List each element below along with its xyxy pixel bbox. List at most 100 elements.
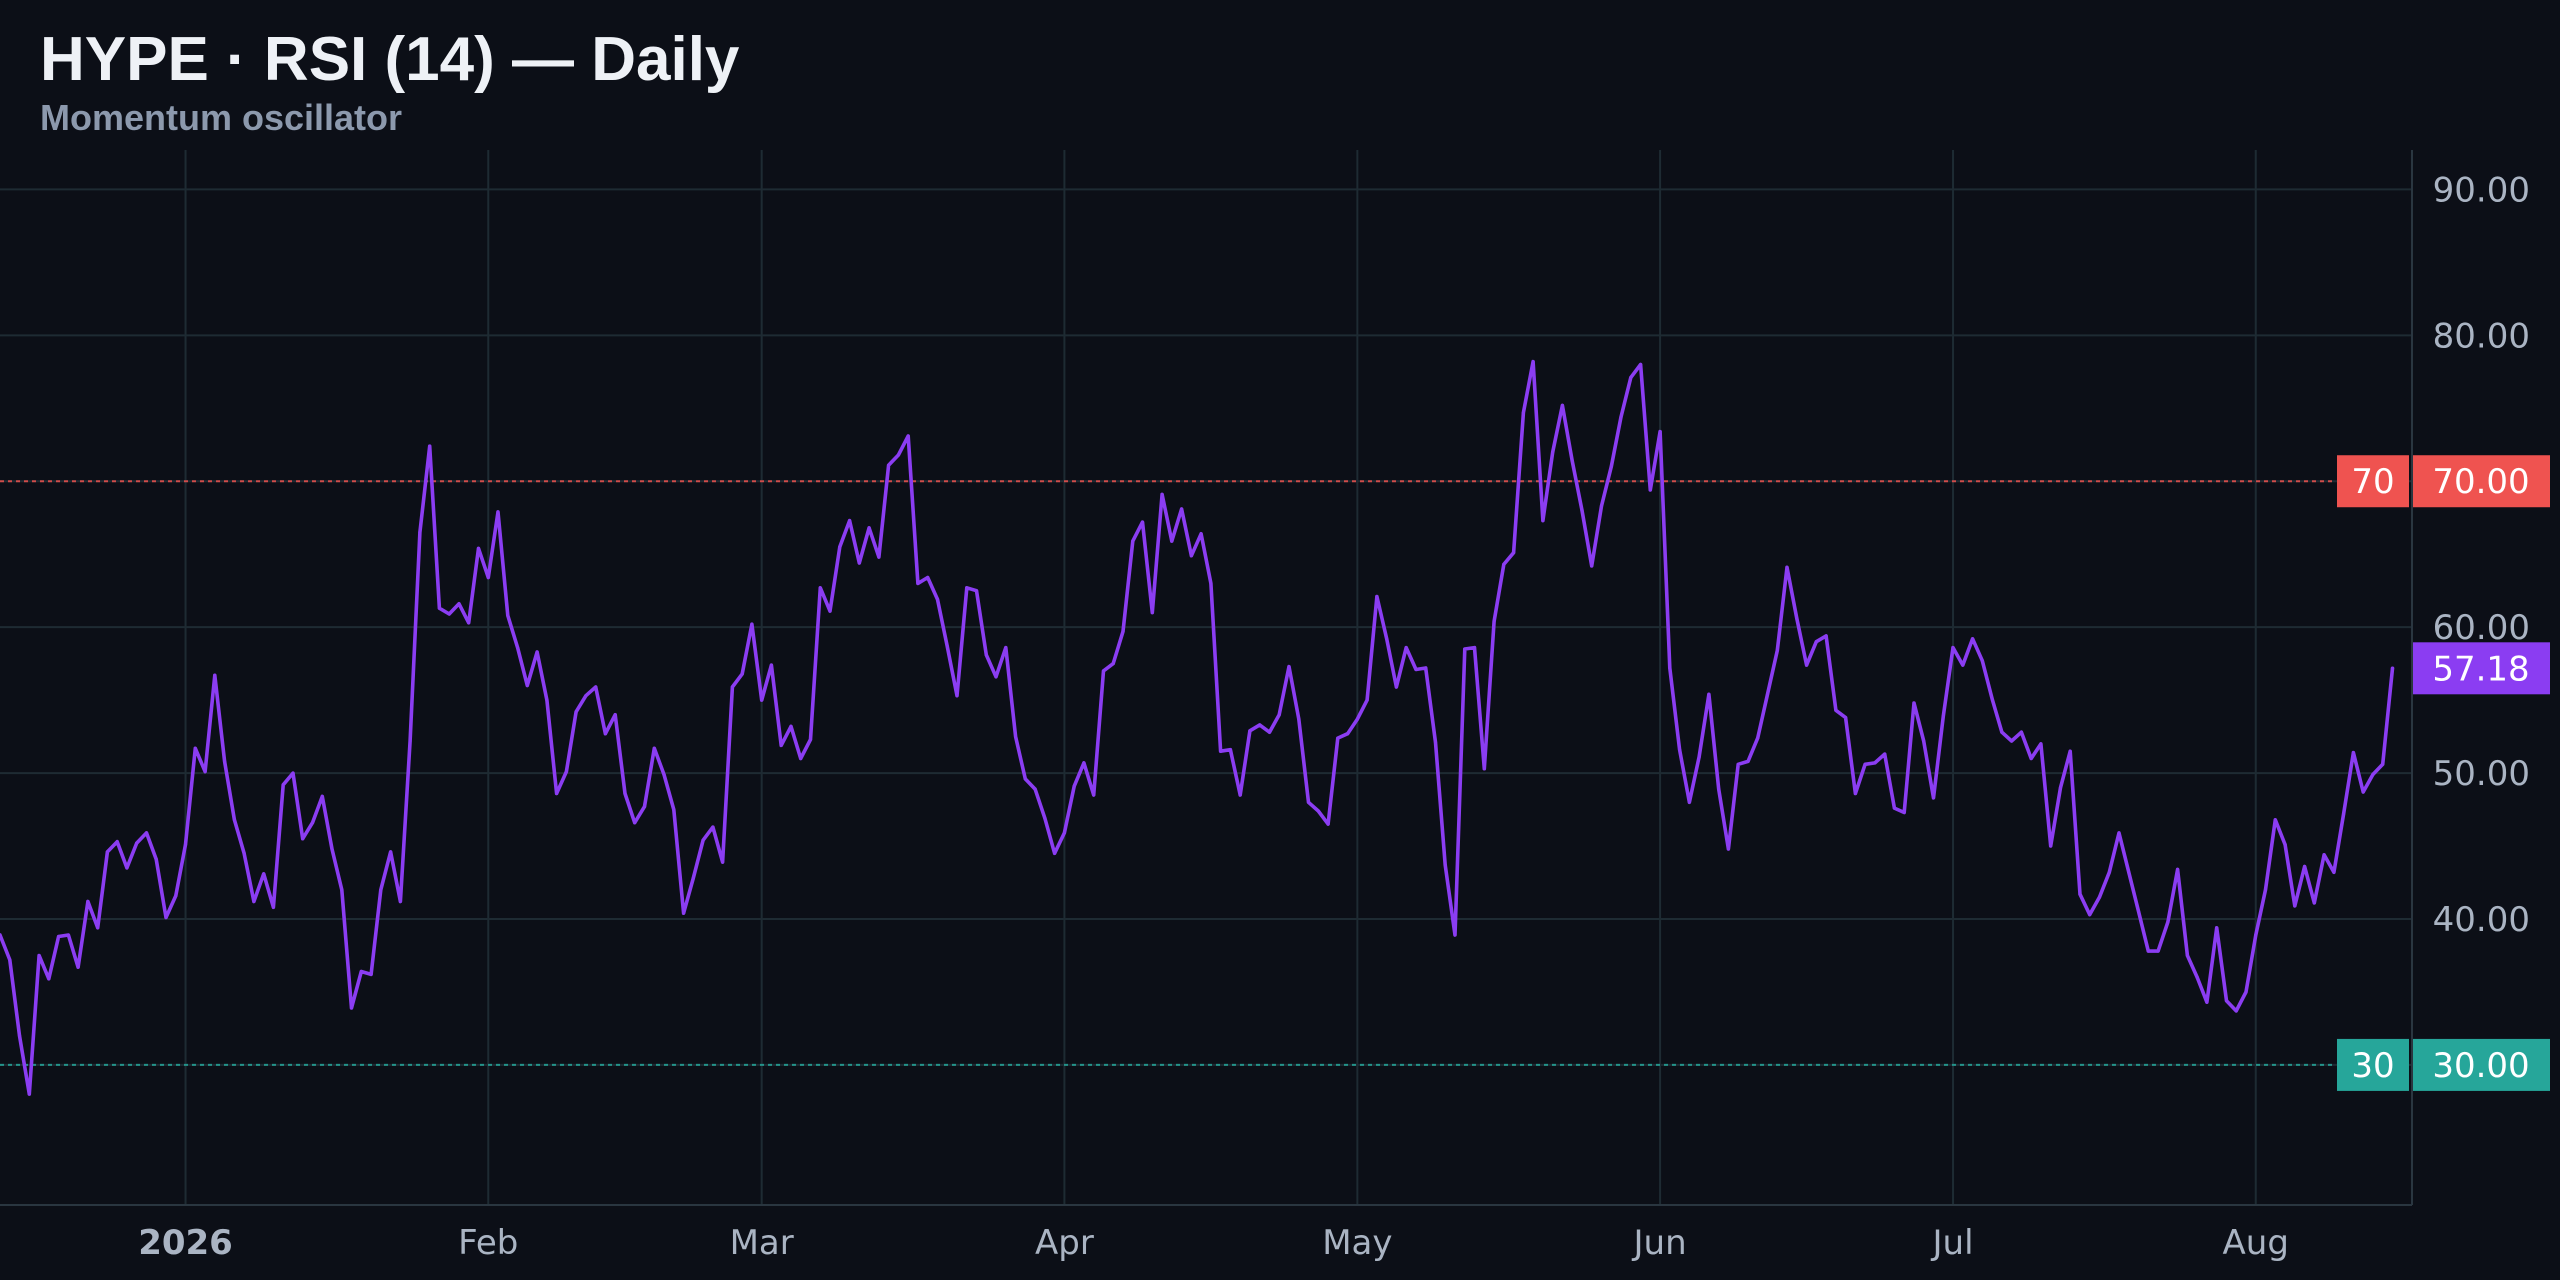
rsi-point	[369, 972, 373, 977]
rsi-point	[1385, 637, 1389, 641]
rsi-point	[408, 739, 412, 743]
rsi-point	[232, 818, 236, 822]
rsi-point	[1082, 761, 1086, 765]
rsi-point	[242, 851, 246, 855]
rsi-point	[1180, 507, 1184, 511]
rsi-point	[672, 808, 676, 812]
rsi-point	[389, 850, 393, 854]
rsi-point	[730, 685, 735, 689]
rsi-point	[1189, 554, 1193, 558]
rsi-point	[740, 672, 744, 676]
rsi-point	[2127, 870, 2131, 874]
rsi-point	[164, 915, 168, 920]
rsi-point	[2273, 818, 2277, 822]
rsi-point	[213, 673, 217, 677]
rsi-point	[1033, 787, 1037, 791]
rsi-point	[1756, 736, 1760, 740]
rsi-point	[1512, 551, 1516, 555]
rsi-point	[1053, 851, 1057, 855]
rsi-point	[545, 698, 549, 702]
rsi-point	[652, 746, 656, 750]
rsi-point	[457, 602, 461, 606]
level-tag-30	[2337, 1038, 2409, 1091]
x-tick-label: Aug	[2223, 1223, 2289, 1263]
rsi-point	[1101, 669, 1106, 673]
rsi-point	[2342, 812, 2346, 816]
rsi-point	[398, 899, 402, 904]
rsi-point	[1482, 767, 1486, 771]
grid-layer	[0, 150, 2412, 1205]
rsi-point	[1951, 646, 1955, 650]
y-tick-label: 80.00	[2433, 316, 2530, 356]
rsi-point	[2293, 904, 2297, 908]
rsi-point	[0, 933, 2, 937]
rsi-point	[86, 899, 90, 904]
rsi-point	[906, 434, 910, 438]
rsi-point	[808, 737, 813, 742]
rsi-point	[642, 805, 647, 809]
rsi-point	[330, 847, 334, 851]
rsi-point	[1531, 360, 1535, 364]
rsi-point	[76, 965, 80, 969]
rsi-point	[2097, 895, 2102, 899]
y-tick-label: 90.00	[2433, 170, 2530, 210]
rsi-point	[437, 606, 441, 610]
rsi-point	[750, 622, 754, 626]
y-tick-label: 50.00	[2433, 754, 2530, 794]
rsi-point	[1687, 800, 1691, 804]
rsi-point	[1209, 581, 1213, 586]
rsi-point	[2381, 762, 2385, 766]
rsi-point	[1805, 663, 1809, 667]
rsi-point	[1668, 666, 1672, 670]
rsi-point	[1736, 762, 1740, 766]
rsi-point	[1609, 465, 1613, 469]
rsi-point	[1336, 736, 1340, 740]
rsi-point	[2146, 949, 2150, 953]
rsi-point	[682, 911, 686, 915]
rsi-point	[125, 866, 129, 870]
rsi-point	[1990, 697, 1994, 701]
rsi-point	[2312, 901, 2316, 905]
level-tag-70	[2337, 455, 2409, 508]
rsi-point	[2176, 867, 2180, 872]
rsi-point	[564, 770, 569, 774]
rsi-point	[1853, 791, 1857, 796]
rsi-point	[1277, 713, 1281, 717]
rsi-point	[1453, 933, 1457, 937]
y-tick-label: 60.00	[2433, 608, 2530, 648]
rsi-point	[1306, 800, 1311, 804]
rsi-point	[1824, 634, 1828, 638]
rsi-point	[1590, 564, 1594, 568]
rsi-point	[1551, 450, 1555, 454]
rsi-point	[1014, 735, 1018, 739]
level-lines	[0, 480, 2335, 1066]
rsi-point	[1346, 732, 1350, 736]
rsi-point	[2244, 990, 2248, 994]
level-tag-text-30: 30	[2351, 1046, 2394, 1086]
rsi-point	[2088, 913, 2092, 917]
rsi-point	[2303, 864, 2307, 869]
level-axis-badge-text-30: 30.00	[2432, 1046, 2529, 1086]
rsi-point	[955, 694, 959, 698]
last-value-text: 57.18	[2432, 649, 2529, 689]
rsi-point	[2215, 926, 2219, 930]
rsi-point	[1765, 692, 1770, 696]
rsi-point	[1961, 663, 1965, 667]
rsi-point	[1941, 714, 1945, 718]
axis-layer	[0, 150, 2413, 1206]
rsi-point	[1922, 739, 1926, 743]
rsi-point	[379, 888, 383, 892]
rsi-point	[486, 575, 490, 580]
rsi-point	[2049, 844, 2053, 848]
rsi-point	[1502, 562, 1506, 567]
rsi-point	[1258, 723, 1262, 727]
rsi-point	[848, 519, 852, 523]
rsi-point	[291, 771, 295, 775]
rsi-point	[1433, 740, 1438, 745]
rsi-point	[17, 1034, 22, 1038]
rsi-point	[2137, 910, 2141, 914]
level-axis-badge-30	[2413, 1038, 2550, 1091]
rsi-point	[721, 860, 725, 864]
rsi-point	[1238, 793, 1242, 797]
